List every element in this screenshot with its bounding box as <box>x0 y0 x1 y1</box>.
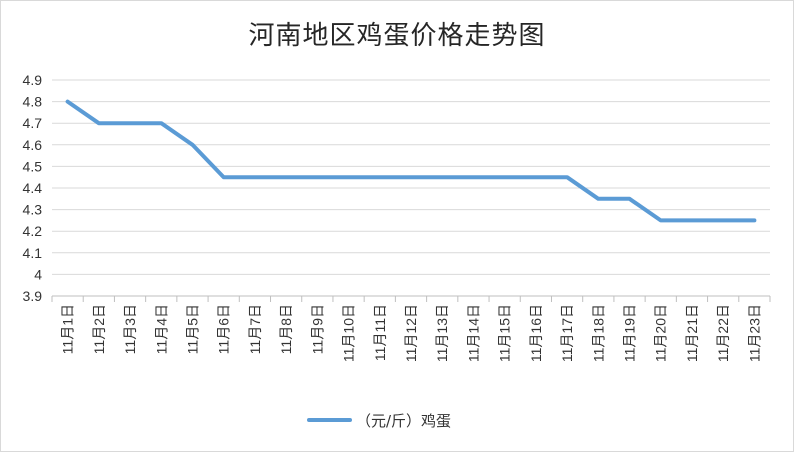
x-tick-label: 11月11日 <box>372 304 388 361</box>
x-tick-label: 11月19日 <box>622 304 638 362</box>
x-tick-label: 11月1日 <box>60 304 76 354</box>
x-tick-label: 11月14日 <box>465 304 481 362</box>
y-tick-label: 4.9 <box>23 72 43 88</box>
y-tick-label: 4.1 <box>23 245 43 261</box>
y-axis-ticks: 4.9 4.8 4.7 4.6 4.5 4.4 4.3 4.2 4.1 4 3.9 <box>23 72 43 304</box>
x-tick-label: 11月3日 <box>122 304 138 354</box>
x-tick-label: 11月17日 <box>559 304 575 362</box>
x-tick-label: 11月8日 <box>278 304 294 354</box>
legend: （元/斤）鸡蛋 <box>307 412 451 430</box>
y-tick-label: 3.9 <box>23 288 43 304</box>
x-axis <box>51 295 771 302</box>
gridlines <box>52 79 770 275</box>
x-tick-label: 11月2日 <box>91 304 107 354</box>
x-axis-ticks: 11月1日 11月2日 11月3日 11月4日 11月5日 11月6日 11月7日 11月8日… <box>60 304 763 362</box>
y-tick-label: 4.7 <box>23 115 43 131</box>
y-tick-label: 4.6 <box>23 137 43 153</box>
series-line <box>65 99 757 223</box>
x-tick-label: 11月6日 <box>216 304 232 354</box>
x-tick-label: 11月5日 <box>184 304 200 354</box>
legend-label: （元/斤）鸡蛋 <box>356 412 451 430</box>
y-tick-label: 4.3 <box>23 202 43 218</box>
x-tick-label: 11月18日 <box>590 304 606 362</box>
x-tick-label: 11月12日 <box>403 304 419 362</box>
x-tick-label: 11月22日 <box>715 304 731 362</box>
chart-title: 河南地区鸡蛋价格走势图 <box>248 21 546 51</box>
x-tick-label: 11月10日 <box>341 304 357 362</box>
y-tick-label: 4.8 <box>23 94 43 110</box>
x-tick-label: 11月4日 <box>153 304 169 354</box>
x-tick-label: 11月9日 <box>309 304 325 354</box>
x-tick-label: 11月23日 <box>746 304 762 362</box>
x-tick-label: 11月15日 <box>497 304 513 362</box>
x-tick-label: 11月13日 <box>434 304 450 362</box>
y-tick-label: 4.2 <box>23 223 43 239</box>
x-tick-label: 11月21日 <box>684 304 700 362</box>
series-group <box>65 99 757 223</box>
y-tick-label: 4 <box>34 266 42 282</box>
x-tick-label: 11月20日 <box>653 304 669 362</box>
x-tick-label: 11月7日 <box>247 304 263 354</box>
y-tick-label: 4.5 <box>23 158 43 174</box>
y-tick-label: 4.4 <box>23 180 43 196</box>
x-tick-label: 11月16日 <box>528 304 544 362</box>
